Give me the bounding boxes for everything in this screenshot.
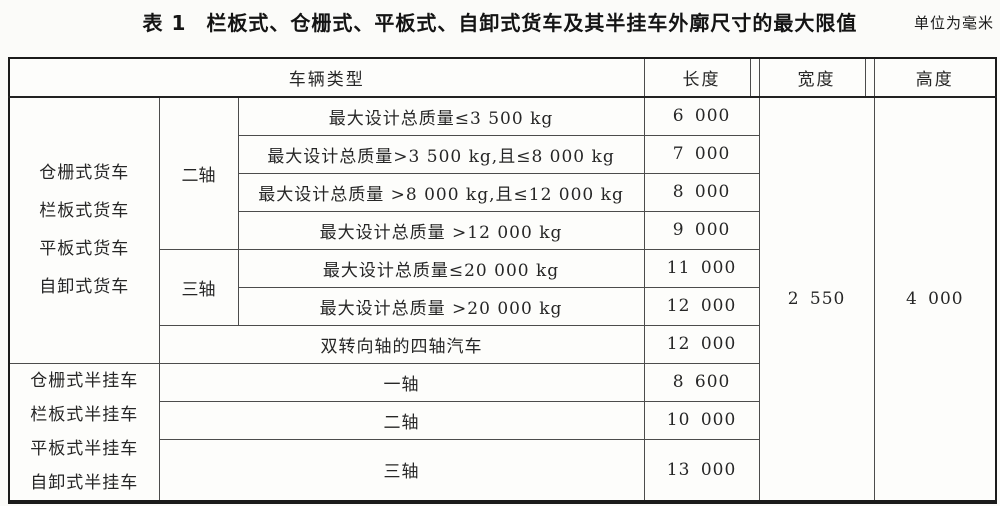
length-value-cell: 13 000 [643, 438, 760, 503]
length-value-cell: 7 000 [643, 134, 760, 174]
unit-note: 单位为毫米 [913, 14, 994, 32]
height-value-cell: 4 000 [873, 96, 997, 502]
table-row: 二轴 10 000 [9, 400, 996, 440]
criteria-cell: 最大设计总质量>3 500 kg,且≤8 000 kg [237, 134, 645, 174]
criteria-cell: 一轴 [158, 362, 645, 402]
truck-type-line: 栏板式货车 [39, 201, 130, 222]
length-value-cell: 10 000 [643, 400, 760, 440]
criteria-cell: 二轴 [158, 400, 645, 440]
truck-type-line: 自卸式货车 [39, 277, 130, 298]
semitrailer-group-label-cell: 仓栅式半挂车 栏板式半挂车 平板式半挂车 自卸式半挂车 [8, 362, 160, 502]
truck-type-line: 平板式货车 [39, 239, 130, 260]
table-row: 仓栅式货车 栏板式货车 平板式货车 自卸式货车 二轴 最大设计总质量≤3 500… [8, 96, 997, 502]
criteria-cell: 最大设计总质量≤3 500 kg [237, 96, 645, 136]
four-axle-criteria-cell: 双转向轴的四轴汽车 [158, 324, 645, 364]
dimension-limits-table: 车辆类型 长度 宽度 高度 仓栅式货车 栏板式货车 平板式货车 自卸式货车 二轴… [8, 57, 998, 504]
axle-three-cell: 三轴 [158, 248, 239, 326]
table-title: 表 1 栏板式、仓栅式、平板式、自卸式货车及其半挂车外廓尺寸的最大限值 [0, 7, 1000, 36]
criteria-cell: 最大设计总质量≤20 000 kg [237, 248, 645, 288]
table-row: 仓栅式半挂车 栏板式半挂车 平板式半挂车 自卸式半挂车 一轴 8 600 [8, 362, 996, 502]
length-value-cell: 11 000 [643, 248, 760, 288]
length-value-cell: 6 000 [643, 96, 760, 136]
header-height: 高度 [873, 57, 997, 98]
axle-two-cell: 二轴 [158, 96, 239, 250]
header-vehicle-type: 车辆类型 [8, 57, 645, 98]
semitrailer-type-line: 栏板式半挂车 [30, 404, 139, 425]
table-row: 三轴 13 000 [9, 438, 996, 503]
header-row: 车辆类型 长度 宽度 高度 [8, 57, 997, 98]
length-value-cell: 12 000 [643, 324, 760, 364]
semitrailer-type-line: 仓栅式半挂车 [30, 370, 139, 391]
semitrailer-type-line: 平板式半挂车 [30, 438, 139, 459]
length-value-cell: 8 600 [643, 362, 760, 402]
length-value-cell: 8 000 [643, 172, 760, 212]
table-row: 最大设计总质量 >12 000 kg 9 000 [9, 210, 996, 250]
header-width: 宽度 [758, 57, 875, 98]
table-number: 表 1 [142, 11, 187, 35]
header-length: 长度 [643, 57, 760, 98]
length-value-cell: 9 000 [643, 210, 760, 250]
table-row: 三轴 最大设计总质量≤20 000 kg 11 000 [9, 248, 996, 326]
width-value-cell: 2 550 [758, 96, 875, 502]
criteria-cell: 最大设计总质量 >8 000 kg,且≤12 000 kg [237, 172, 645, 212]
truck-type-line: 仓栅式货车 [39, 163, 130, 184]
criteria-cell: 最大设计总质量 >20 000 kg [237, 286, 645, 326]
semitrailer-type-line: 自卸式半挂车 [30, 472, 139, 493]
table-row: 最大设计总质量 >20 000 kg 12 000 [9, 286, 996, 326]
table-title-text: 栏板式、仓栅式、平板式、自卸式货车及其半挂车外廓尺寸的最大限值 [206, 11, 858, 35]
table-row: 最大设计总质量 >8 000 kg,且≤12 000 kg 8 000 [9, 172, 996, 212]
table-row: 最大设计总质量>3 500 kg,且≤8 000 kg 7 000 [9, 134, 996, 174]
truck-group-label-cell: 仓栅式货车 栏板式货车 平板式货车 自卸式货车 [8, 96, 160, 364]
length-value-cell: 12 000 [643, 286, 760, 326]
criteria-cell: 三轴 [158, 438, 645, 503]
table-row: 双转向轴的四轴汽车 12 000 [9, 324, 996, 364]
title-row: 表 1 栏板式、仓栅式、平板式、自卸式货车及其半挂车外廓尺寸的最大限值 单位为毫米 [0, 7, 1000, 37]
criteria-cell: 最大设计总质量 >12 000 kg [237, 210, 645, 250]
